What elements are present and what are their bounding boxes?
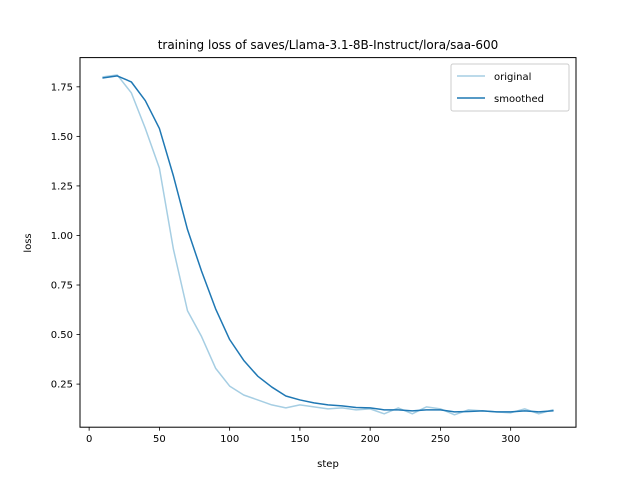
y-tick-label: 1.75 (51, 82, 73, 93)
x-tick-label: 200 (361, 434, 380, 445)
x-tick-label: 300 (501, 434, 520, 445)
x-axis-label: step (317, 459, 339, 470)
legend-label-smoothed: smoothed (494, 94, 544, 105)
y-tick-label: 0.50 (51, 330, 73, 341)
y-tick-label: 1.50 (51, 132, 73, 143)
x-tick-label: 100 (220, 434, 239, 445)
x-tick-label: 250 (431, 434, 450, 445)
axis-ticks: 0 50 100 150 200 250 300 0.25 0.50 0.75 1.00 1.25 1.… (51, 82, 520, 445)
y-tick-label: 0.75 (51, 281, 73, 292)
x-tick-label: 150 (290, 434, 309, 445)
y-tick-label: 1.25 (51, 181, 73, 192)
y-tick-label: 1.00 (51, 231, 73, 242)
x-tick-label: 50 (153, 434, 166, 445)
series-line-smoothed (102, 75, 554, 413)
plot-frame (79, 57, 577, 428)
legend-label-original: original (494, 72, 531, 83)
y-tick-label: 0.25 (51, 380, 73, 391)
chart-title: training loss of saves/Llama-3.1-8B-Inst… (158, 38, 499, 52)
legend: original smoothed (450, 63, 570, 112)
x-tick-label: 0 (86, 434, 92, 445)
plot-area (102, 74, 554, 416)
y-axis-label: loss (23, 233, 34, 252)
